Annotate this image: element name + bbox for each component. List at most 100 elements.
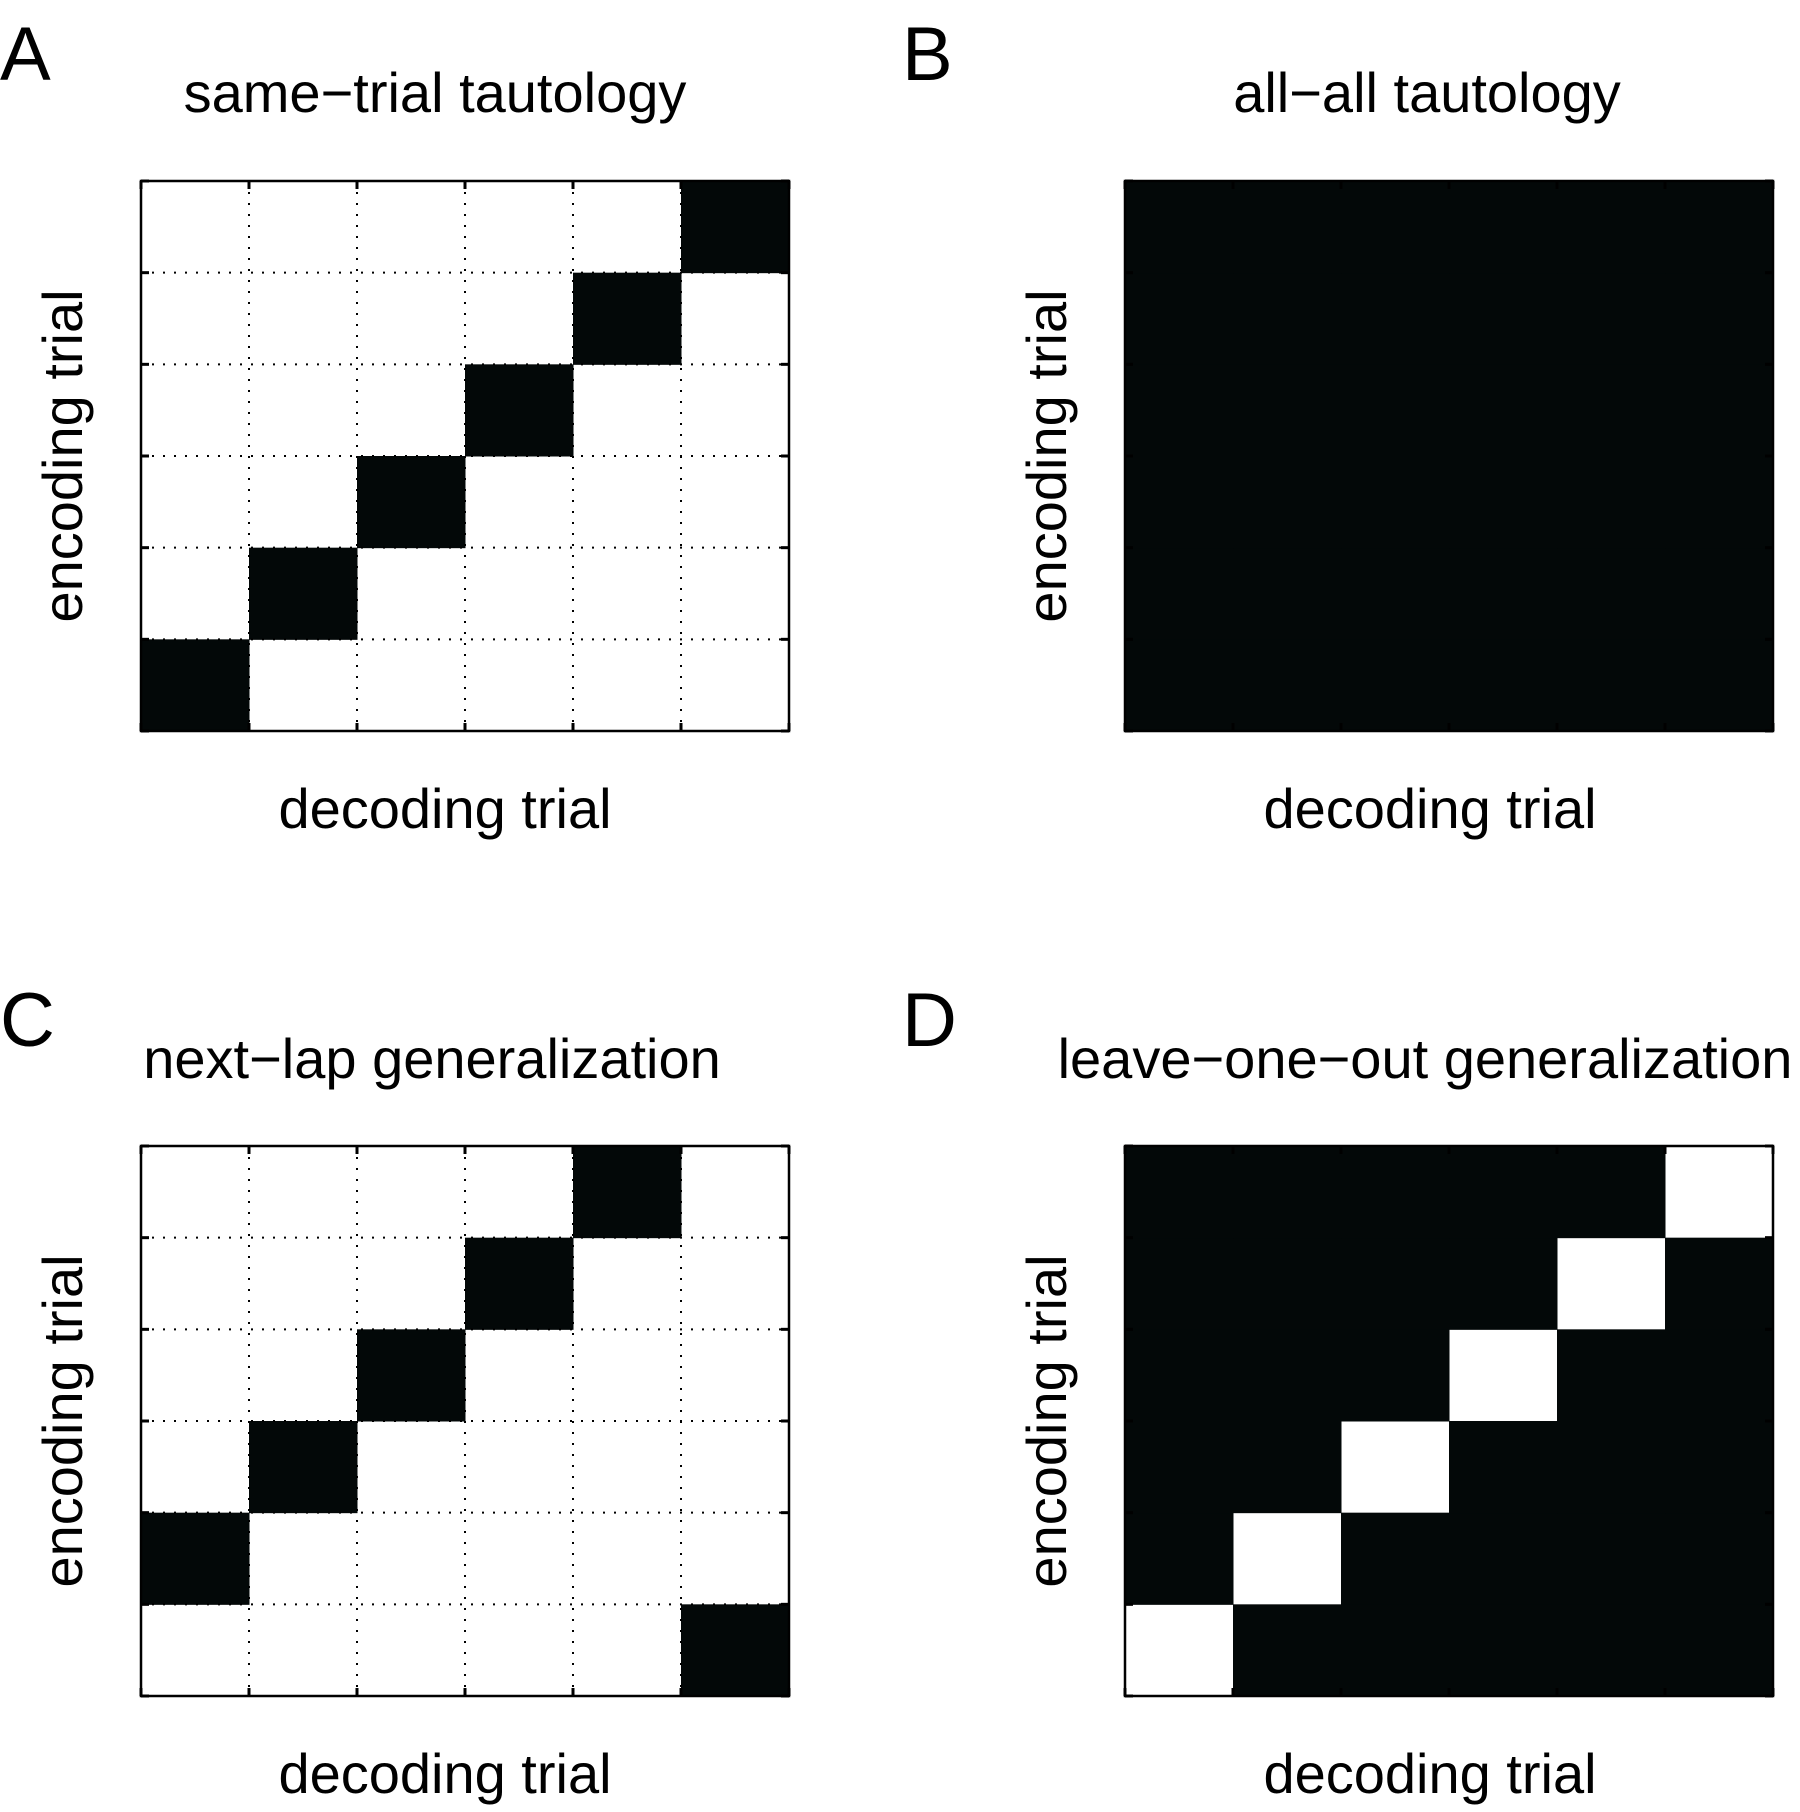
heatmap-cell-r0-c2 xyxy=(1341,1604,1450,1697)
heatmap-cell-r3-c2 xyxy=(1341,364,1450,457)
heatmap-cell-r2-c3 xyxy=(1449,1421,1558,1514)
chart-title: next−lap generalization xyxy=(143,1027,721,1090)
heatmap-cell-r0-c4 xyxy=(1557,1604,1666,1697)
heatmap-cell-r0-c5 xyxy=(1665,639,1774,732)
y-axis-label: encoding trial xyxy=(31,1254,94,1587)
heatmap-cell-r1-c3 xyxy=(1449,1512,1558,1605)
heatmap-cell-r3-c0 xyxy=(1125,364,1234,457)
heatmap-cell-r4-c2 xyxy=(1341,272,1450,365)
panel-letter: C xyxy=(0,978,55,1063)
heatmap-cell-r2-c5 xyxy=(1665,456,1774,549)
heatmap-cell-r5-c0 xyxy=(1125,181,1234,274)
heatmap-cell-r2-c0 xyxy=(1125,456,1234,549)
heatmap-cell-r1-c1 xyxy=(249,547,358,640)
heatmap-cell-r3-c2 xyxy=(357,1329,466,1422)
panel-letter: A xyxy=(0,12,51,97)
chart-title: leave−one−out generalization xyxy=(1058,1027,1793,1090)
heatmap-cell-r3-c4 xyxy=(1557,1329,1666,1422)
y-axis-label: encoding trial xyxy=(31,289,94,622)
heatmap-cell-r3-c1 xyxy=(1233,364,1342,457)
heatmap-cell-r5-c2 xyxy=(1341,1146,1450,1239)
heatmap-cell-r4-c0 xyxy=(1125,1237,1234,1330)
x-axis-label: decoding trial xyxy=(278,1742,611,1805)
heatmap-cell-r1-c3 xyxy=(1449,547,1558,640)
heatmap-cell-r0-c3 xyxy=(1449,1604,1558,1697)
heatmap-cell-r0-c1 xyxy=(1233,1604,1342,1697)
heatmap-cell-r0-c5 xyxy=(1665,1604,1774,1697)
heatmap-cell-r0-c1 xyxy=(1233,639,1342,732)
heatmap-cell-r1-c2 xyxy=(1341,547,1450,640)
heatmap-cell-r3-c4 xyxy=(1557,364,1666,457)
heatmap-cell-r2-c3 xyxy=(1449,456,1558,549)
heatmap-cell-r5-c1 xyxy=(1233,1146,1342,1239)
panel-letter: B xyxy=(902,12,953,97)
x-axis-label: decoding trial xyxy=(1263,777,1596,840)
heatmap-cell-r3-c5 xyxy=(1665,1329,1774,1422)
y-axis-label: encoding trial xyxy=(1015,1254,1078,1587)
heatmap-cell-r5-c3 xyxy=(1449,1146,1558,1239)
heatmap-cell-r2-c4 xyxy=(1557,1421,1666,1514)
heatmap-cell-r2-c1 xyxy=(1233,456,1342,549)
heatmap-cell-r5-c3 xyxy=(1449,181,1558,274)
heatmap-cell-r0-c0 xyxy=(141,639,250,732)
heatmap-cell-r4-c4 xyxy=(1557,272,1666,365)
x-axis-label: decoding trial xyxy=(1263,1742,1596,1805)
heatmap-cell-r2-c1 xyxy=(1233,1421,1342,1514)
heatmap-cell-r3-c0 xyxy=(1125,1329,1234,1422)
heatmap-cell-r1-c5 xyxy=(1665,547,1774,640)
heatmap-cell-r4-c3 xyxy=(1449,272,1558,365)
heatmap-cell-r4-c3 xyxy=(1449,1237,1558,1330)
heatmap-cell-r4-c1 xyxy=(1233,1237,1342,1330)
heatmap-cell-r4-c4 xyxy=(573,272,682,365)
heatmap-cell-r2-c2 xyxy=(357,456,466,549)
heatmap-cell-r5-c4 xyxy=(1557,181,1666,274)
panel-letter: D xyxy=(902,978,957,1063)
heatmap-cell-r5-c5 xyxy=(1665,181,1774,274)
heatmap-cell-r2-c2 xyxy=(1341,456,1450,549)
heatmap-cell-r1-c1 xyxy=(1233,547,1342,640)
heatmap-cell-r0-c5 xyxy=(681,1604,790,1697)
heatmap-cell-r4-c5 xyxy=(1665,1237,1774,1330)
heatmap-cell-r1-c2 xyxy=(1341,1512,1450,1605)
heatmap-cell-r1-c5 xyxy=(1665,1512,1774,1605)
heatmap-cell-r0-c3 xyxy=(1449,639,1558,732)
heatmap-cell-r5-c5 xyxy=(681,181,790,274)
chart-title: same−trial tautology xyxy=(184,61,687,124)
y-axis-label: encoding trial xyxy=(1015,289,1078,622)
heatmap-cell-r5-c1 xyxy=(1233,181,1342,274)
heatmap-cell-r3-c3 xyxy=(465,364,574,457)
heatmap-cell-r3-c2 xyxy=(1341,1329,1450,1422)
heatmap-cell-r0-c0 xyxy=(1125,639,1234,732)
heatmap-cell-r5-c0 xyxy=(1125,1146,1234,1239)
heatmap-cell-r4-c0 xyxy=(1125,272,1234,365)
heatmap-cell-r4-c3 xyxy=(465,1237,574,1330)
heatmap-cell-r0-c2 xyxy=(1341,639,1450,732)
heatmap-cell-r5-c2 xyxy=(1341,181,1450,274)
heatmap-cell-r3-c1 xyxy=(1233,1329,1342,1422)
heatmap-cell-r1-c0 xyxy=(1125,547,1234,640)
heatmap-cell-r1-c0 xyxy=(141,1512,250,1605)
heatmap-cell-r2-c4 xyxy=(1557,456,1666,549)
heatmap-cell-r3-c3 xyxy=(1449,364,1558,457)
heatmap-cell-r2-c0 xyxy=(1125,1421,1234,1514)
heatmap-cell-r3-c5 xyxy=(1665,364,1774,457)
heatmap-cell-r5-c4 xyxy=(573,1146,682,1239)
heatmap-cell-r1-c4 xyxy=(1557,1512,1666,1605)
heatmap-cell-r0-c4 xyxy=(1557,639,1666,732)
heatmap-cell-r1-c4 xyxy=(1557,547,1666,640)
heatmap-cell-r4-c1 xyxy=(1233,272,1342,365)
x-axis-label: decoding trial xyxy=(278,777,611,840)
chart-title: all−all tautology xyxy=(1233,61,1621,124)
heatmap-cell-r5-c4 xyxy=(1557,1146,1666,1239)
heatmap-cell-r1-c0 xyxy=(1125,1512,1234,1605)
heatmap-cell-r4-c2 xyxy=(1341,1237,1450,1330)
heatmap-cell-r4-c5 xyxy=(1665,272,1774,365)
heatmap-cell-r2-c5 xyxy=(1665,1421,1774,1514)
heatmap-cell-r2-c1 xyxy=(249,1421,358,1514)
